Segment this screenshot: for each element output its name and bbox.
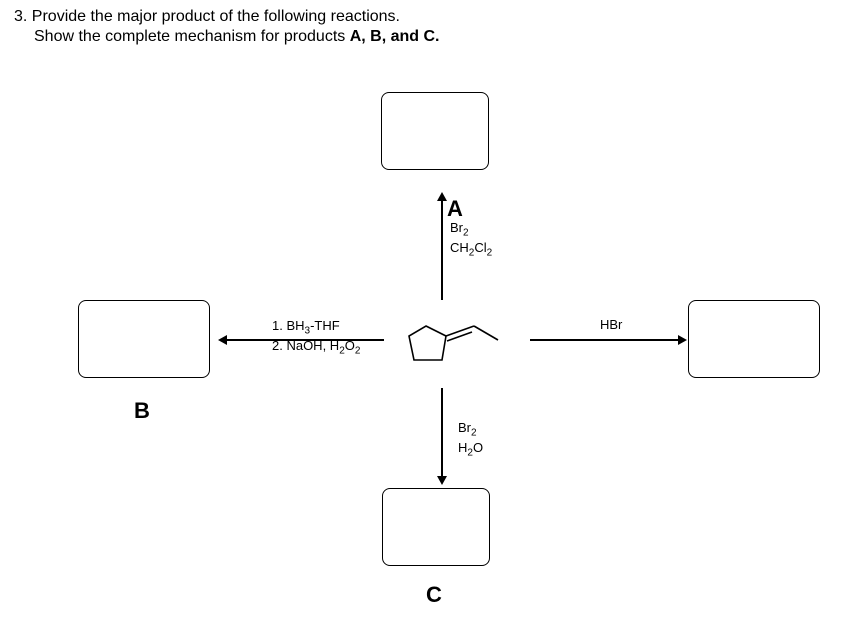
question-line-1: 3. Provide the major product of the foll… xyxy=(14,8,400,26)
question-line-2: Show the complete mechanism for products… xyxy=(34,28,439,46)
product-box-a xyxy=(381,92,489,170)
reagent-b: 1. BH3-THF 2. NaOH, H2O2 xyxy=(272,318,360,357)
arrow-down-head xyxy=(437,476,447,485)
arrow-up xyxy=(441,198,443,300)
starting-material-molecule xyxy=(398,314,518,378)
reagent-c: Br2 H2O xyxy=(458,420,483,459)
reagent-a-line2: CH2Cl2 xyxy=(450,240,492,255)
arrow-right xyxy=(530,339,680,341)
product-box-right xyxy=(688,300,820,378)
label-b: B xyxy=(134,398,150,424)
product-box-b xyxy=(78,300,210,378)
label-a: A xyxy=(447,196,463,222)
reagent-b-line2: 2. NaOH, H2O2 xyxy=(272,338,360,353)
reagent-b-line1: 1. BH3-THF xyxy=(272,318,340,333)
product-box-c xyxy=(382,488,490,566)
arrow-right-head xyxy=(678,335,687,345)
arrow-down xyxy=(441,388,443,478)
arrow-left-head xyxy=(218,335,227,345)
label-c: C xyxy=(426,582,442,608)
reagent-c-line1: Br2 xyxy=(458,420,477,435)
reagent-c-line2: H2O xyxy=(458,440,483,455)
reagent-a-line1: Br2 xyxy=(450,220,469,235)
arrow-up-head xyxy=(437,192,447,201)
reagent-a: Br2 CH2Cl2 xyxy=(450,220,492,259)
reagent-hbr: HBr xyxy=(600,317,622,334)
